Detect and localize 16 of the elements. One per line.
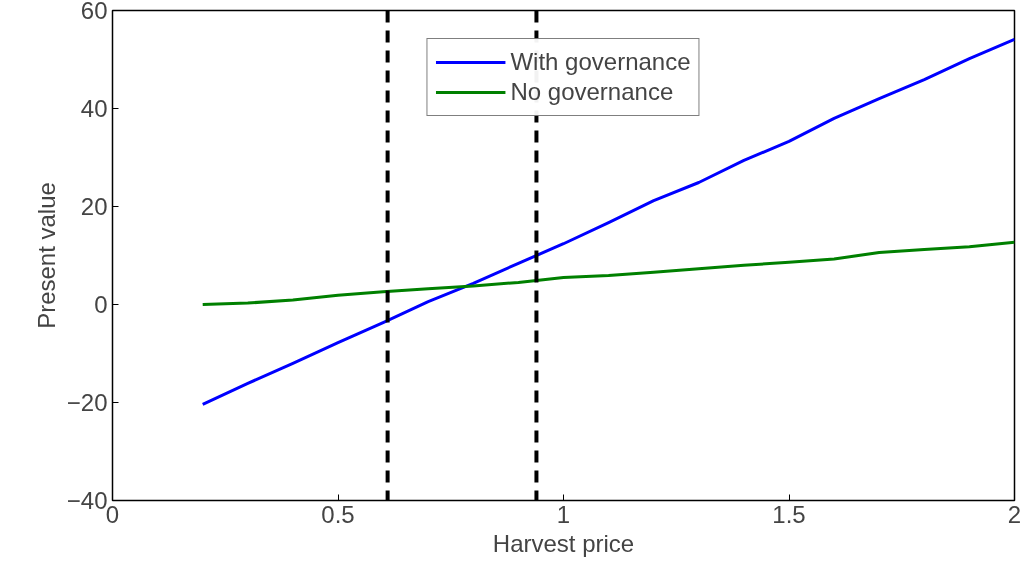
line-series (201, 240, 1015, 306)
x-tick-label: 1 (556, 500, 571, 528)
legend-label: No governance (510, 77, 674, 107)
y-axis-title: Present value (32, 182, 60, 329)
line-series (201, 37, 1015, 406)
y-tick-label: −40 (66, 487, 108, 514)
x-tick-label: 2 (1007, 500, 1022, 528)
y-tick-label: 20 (80, 193, 108, 220)
y-tick-label: 40 (80, 95, 108, 122)
x-axis-title: Harvest price (492, 529, 635, 557)
legend-label: With governance (510, 47, 691, 77)
y-tick-label: −20 (66, 389, 108, 416)
x-tick-label: 0.5 (321, 500, 355, 528)
y-tick-label: 60 (80, 0, 108, 24)
x-tick-label: 1.5 (772, 500, 806, 528)
y-tick-label: 0 (94, 291, 108, 318)
